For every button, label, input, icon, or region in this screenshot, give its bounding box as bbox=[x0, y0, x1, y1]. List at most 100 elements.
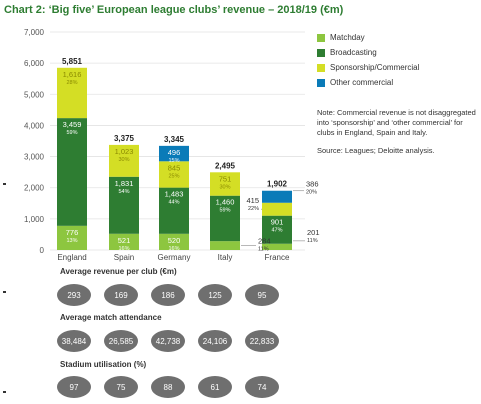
stat-circle: 74 bbox=[245, 376, 279, 398]
total-label: 3,375 bbox=[114, 134, 135, 143]
pct-label: 25% bbox=[168, 173, 179, 179]
legend-swatch-broadcasting bbox=[317, 48, 325, 57]
bar-segment bbox=[262, 190, 292, 203]
legend-item-broadcasting: Broadcasting bbox=[317, 45, 419, 60]
stat-circle: 125 bbox=[198, 284, 232, 306]
stat-circle: 61 bbox=[198, 376, 232, 398]
data-label: 1,460 bbox=[216, 198, 235, 207]
bar-segment bbox=[159, 161, 189, 188]
stat-circle: 26,585 bbox=[104, 330, 138, 352]
x-tick-label: France bbox=[265, 253, 290, 262]
bar-segment bbox=[262, 243, 292, 250]
stat-circle: 97 bbox=[57, 376, 91, 398]
bar-segment bbox=[159, 187, 189, 234]
y-tick-label: 5,000 bbox=[24, 90, 45, 99]
bar-segment bbox=[262, 202, 292, 216]
pct-label: 47% bbox=[271, 228, 282, 234]
total-label: 5,851 bbox=[62, 57, 83, 66]
pct-label: 15% bbox=[168, 158, 179, 164]
pct-label: 28% bbox=[66, 80, 77, 86]
stat-circle: 95 bbox=[245, 284, 279, 306]
stat-circle: 186 bbox=[151, 284, 185, 306]
total-label: 3,345 bbox=[164, 135, 185, 144]
legend-label: Other commercial bbox=[330, 78, 394, 87]
bar-segment bbox=[57, 118, 87, 226]
legend-item-other-commercial: Other commercial bbox=[317, 75, 419, 90]
bar-segment bbox=[57, 225, 87, 250]
pct-label: 44% bbox=[168, 200, 179, 206]
callout-france-sponsorship-label: 415 bbox=[246, 196, 259, 205]
callout-france-other-label: 386 bbox=[306, 180, 319, 189]
data-label: 496 bbox=[168, 148, 181, 157]
bar-segment bbox=[210, 241, 240, 250]
data-label: 901 bbox=[271, 218, 284, 227]
y-tick-label: 2,000 bbox=[24, 184, 45, 193]
bar-segment bbox=[57, 67, 87, 119]
legend-swatch-matchday bbox=[317, 33, 325, 42]
data-label: 3,459 bbox=[63, 120, 82, 129]
margin-mark bbox=[3, 291, 6, 293]
stat-circle: 24,106 bbox=[198, 330, 232, 352]
stat-circle: 293 bbox=[57, 284, 91, 306]
chart-note: Note: Commercial revenue is not disaggre… bbox=[317, 108, 477, 164]
legend-label: Broadcasting bbox=[330, 48, 377, 57]
stat-row-attendance: 38,484 26,585 42,738 24,106 22,833 bbox=[57, 330, 292, 352]
stat-label-revenue: Average revenue per club (€m) bbox=[60, 267, 177, 276]
bar-segment bbox=[109, 233, 139, 250]
stat-row-utilisation: 97 75 88 61 74 bbox=[57, 376, 292, 398]
bar-segment bbox=[262, 215, 292, 244]
total-label: 2,495 bbox=[215, 161, 236, 170]
bar-segment bbox=[109, 144, 139, 177]
bar-segment bbox=[210, 195, 240, 242]
bar-segment bbox=[210, 172, 240, 196]
stat-circle: 38,484 bbox=[57, 330, 91, 352]
data-label: 845 bbox=[168, 163, 181, 172]
pct-label: 54% bbox=[118, 189, 129, 195]
stat-circle: 88 bbox=[151, 376, 185, 398]
bar-segment bbox=[159, 233, 189, 250]
data-label: 1,023 bbox=[115, 147, 134, 156]
pct-label: 30% bbox=[219, 184, 230, 190]
stat-circle: 169 bbox=[104, 284, 138, 306]
pct-label: 16% bbox=[168, 246, 179, 252]
x-tick-label: Spain bbox=[114, 253, 134, 262]
data-label: 521 bbox=[118, 236, 131, 245]
x-tick-label: Germany bbox=[158, 253, 191, 262]
chart-title: Chart 2: ‘Big five’ European league club… bbox=[4, 4, 344, 16]
x-tick-label: Italy bbox=[218, 253, 233, 262]
data-label: 1,616 bbox=[63, 70, 82, 79]
data-label: 1,831 bbox=[115, 179, 134, 188]
margin-mark bbox=[3, 183, 6, 185]
legend-swatch-sponsorship bbox=[317, 63, 325, 72]
bar-segment bbox=[159, 145, 189, 162]
pct-label: 30% bbox=[118, 157, 129, 163]
stat-label-utilisation: Stadium utilisation (%) bbox=[60, 360, 147, 369]
bar-segment bbox=[109, 176, 139, 234]
y-tick-label: 4,000 bbox=[24, 121, 45, 130]
callout-france-sponsorship-pct: 22% bbox=[248, 206, 259, 212]
stat-circle: 75 bbox=[104, 376, 138, 398]
pct-label: 13% bbox=[66, 238, 77, 244]
pct-label: 59% bbox=[219, 208, 230, 214]
source-text: Source: Leagues; Deloitte analysis. bbox=[317, 146, 435, 155]
stat-circle: 22,833 bbox=[245, 330, 279, 352]
legend-label: Sponsorship/Commercial bbox=[330, 63, 420, 72]
chart-legend: Matchday Broadcasting Sponsorship/Commer… bbox=[317, 30, 419, 90]
data-label: 520 bbox=[168, 236, 181, 245]
stat-row-revenue: 293 169 186 125 95 bbox=[57, 284, 292, 306]
callout-france-matchday-pct: 11% bbox=[307, 238, 318, 244]
callout-italy-matchday-pct: 11% bbox=[258, 247, 269, 253]
pct-label: 59% bbox=[66, 130, 77, 136]
data-label: 751 bbox=[219, 174, 232, 183]
x-tick-label: England bbox=[57, 253, 86, 262]
legend-swatch-other-commercial bbox=[317, 78, 325, 87]
y-tick-label: 3,000 bbox=[24, 153, 45, 162]
data-label: 1,483 bbox=[165, 190, 184, 199]
stat-label-attendance: Average match attendance bbox=[60, 313, 162, 322]
legend-item-matchday: Matchday bbox=[317, 30, 419, 45]
stat-circle: 42,738 bbox=[151, 330, 185, 352]
callout-france-other-pct: 20% bbox=[306, 190, 317, 196]
note-text: Note: Commercial revenue is not disaggre… bbox=[317, 108, 476, 137]
pct-label: 16% bbox=[118, 246, 129, 252]
